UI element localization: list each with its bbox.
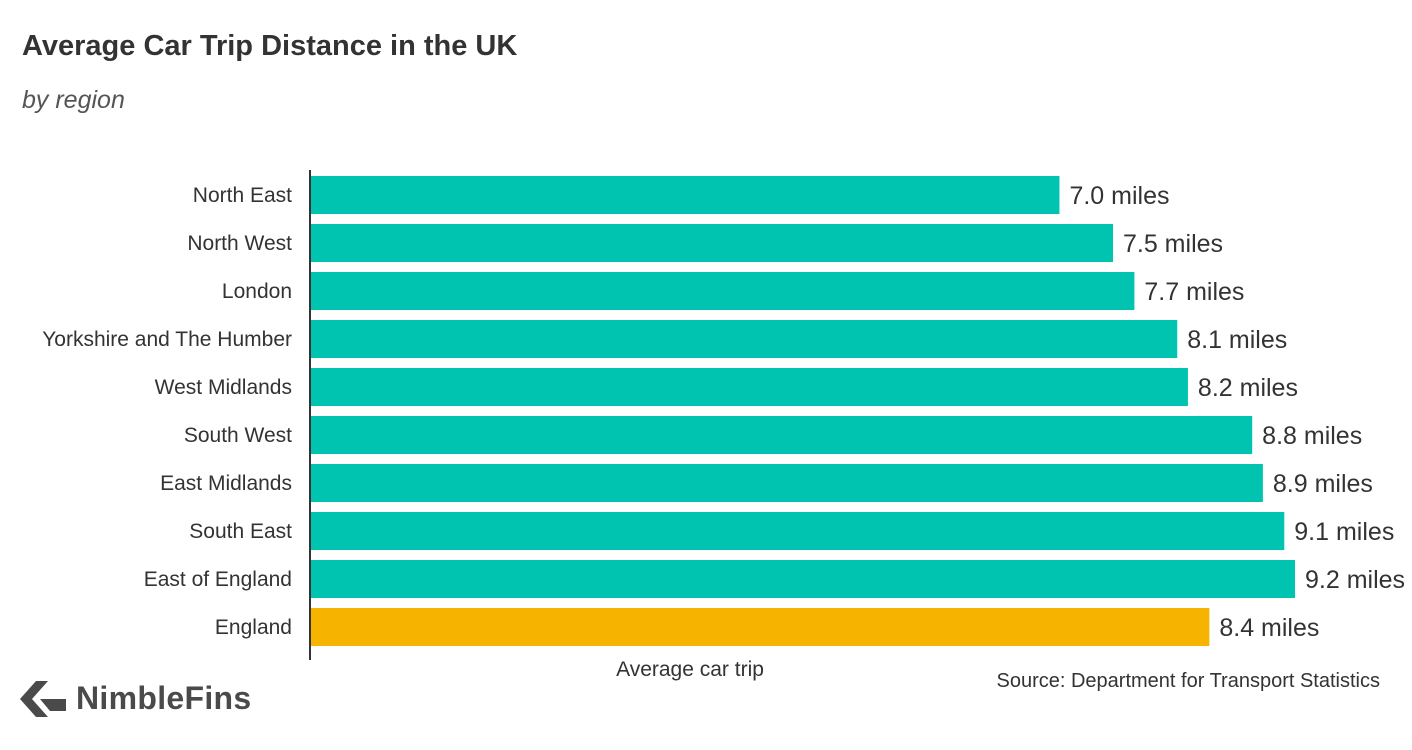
brand-name: NimbleFins: [76, 680, 252, 716]
value-label: 8.2 miles: [1198, 374, 1298, 402]
category-label: South West: [184, 424, 292, 447]
value-label: 8.4 miles: [1219, 614, 1319, 642]
value-label: 9.1 miles: [1294, 518, 1394, 546]
source-note: Source: Department for Transport Statist…: [996, 670, 1381, 692]
bar-england: [310, 608, 1210, 646]
chart-title: Average Car Trip Distance in the UK: [22, 30, 518, 62]
value-label: 9.2 miles: [1305, 566, 1405, 594]
bar-london: [310, 272, 1135, 310]
bar-yorkshire-and-the-humber: [310, 320, 1178, 358]
bar-north-west: [310, 224, 1113, 262]
x-axis-label: Average car trip: [616, 658, 764, 681]
category-label: North West: [187, 232, 292, 255]
bar-north-east: [310, 176, 1060, 214]
bar-east-midlands: [310, 464, 1263, 502]
value-label: 7.0 miles: [1069, 182, 1169, 210]
category-label: West Midlands: [155, 376, 292, 399]
category-label: East Midlands: [160, 472, 292, 495]
bar-south-west: [310, 416, 1253, 454]
category-label: North East: [193, 184, 292, 207]
bar-south-east: [310, 512, 1285, 550]
category-label: London: [222, 280, 292, 303]
chart-subtitle: by region: [22, 86, 125, 114]
brand-logo: NimbleFins: [20, 680, 251, 717]
value-label: 8.9 miles: [1273, 470, 1373, 498]
category-label: England: [215, 616, 292, 639]
bar-east-of-england: [310, 560, 1295, 598]
bar-west-midlands: [310, 368, 1188, 406]
value-label: 7.7 miles: [1144, 278, 1244, 306]
category-label: Yorkshire and The Humber: [42, 328, 292, 351]
value-label: 7.5 miles: [1123, 230, 1223, 258]
nimblefins-chevron-icon: [20, 680, 66, 717]
value-label: 8.8 miles: [1262, 422, 1362, 450]
category-label: East of England: [144, 568, 292, 591]
value-label: 8.1 miles: [1187, 326, 1287, 354]
category-label: South East: [189, 520, 292, 543]
